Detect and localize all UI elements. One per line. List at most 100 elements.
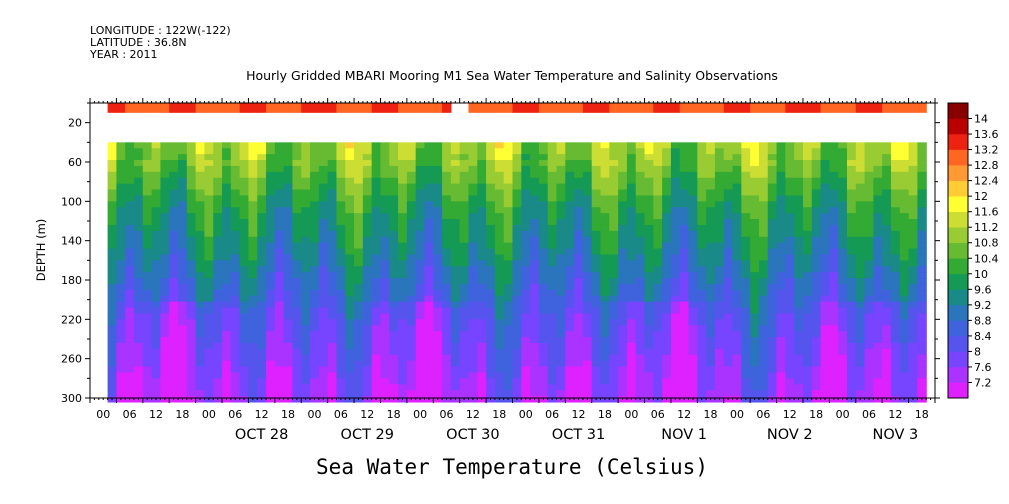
x-tick-label: 18 <box>915 408 929 421</box>
contour-cell <box>574 272 584 279</box>
contour-cell <box>679 378 690 385</box>
contour-cell <box>864 177 874 185</box>
contour-cell <box>565 272 575 279</box>
contour-cell <box>459 207 470 214</box>
contour-cell <box>354 360 364 368</box>
contour-cell <box>802 348 813 356</box>
contour-cell <box>626 354 637 362</box>
contour-cell <box>239 360 250 368</box>
contour-cell <box>741 177 751 185</box>
contour-cell <box>248 354 258 362</box>
contour-cell <box>134 283 144 291</box>
contour-cell <box>213 313 223 320</box>
contour-cell <box>494 195 505 202</box>
contour-cell <box>521 171 531 179</box>
contour-cell <box>336 189 346 197</box>
contour-cell <box>591 378 602 385</box>
contour-cell <box>283 266 294 273</box>
contour-cell <box>204 160 214 167</box>
contour-cell <box>618 189 628 197</box>
contour-cell <box>538 183 549 191</box>
contour-cell <box>899 148 910 155</box>
contour-cell <box>336 219 346 226</box>
contour-cell <box>758 278 769 285</box>
contour-cell <box>459 337 470 344</box>
contour-cell <box>134 372 144 379</box>
contour-cell <box>811 254 822 261</box>
contour-cell <box>802 213 813 220</box>
contour-cell <box>556 160 566 167</box>
contour-cell <box>301 325 311 332</box>
contour-cell <box>899 301 910 309</box>
contour-cell <box>239 390 250 397</box>
contour-cell <box>116 278 126 285</box>
contour-cell <box>222 165 232 173</box>
contour-cell <box>107 348 117 356</box>
contour-cell <box>767 331 778 338</box>
contour-cell <box>609 171 619 179</box>
contour-cell <box>142 189 153 197</box>
contour-cell <box>512 301 522 309</box>
contour-cell <box>142 390 153 397</box>
contour-cell <box>283 295 294 303</box>
contour-cell <box>371 165 382 173</box>
contour-cell <box>556 325 566 332</box>
contour-cell <box>389 283 399 291</box>
contour-cell <box>512 154 522 161</box>
contour-cell <box>838 242 848 250</box>
contour-cell <box>750 160 760 167</box>
contour-cell <box>477 372 487 379</box>
contour-cell <box>758 183 769 191</box>
contour-cell <box>811 289 822 297</box>
contour-cell <box>239 301 250 309</box>
contour-cell <box>477 213 487 220</box>
contour-cell <box>750 313 760 320</box>
contour-cell <box>855 183 866 191</box>
contour-cell <box>380 283 390 291</box>
contour-cell <box>362 331 373 338</box>
contour-cell <box>670 366 681 374</box>
contour-cell <box>178 201 188 208</box>
contour-cell <box>706 283 716 291</box>
contour-cell <box>292 283 302 291</box>
contour-cell <box>574 219 584 226</box>
contour-cell <box>811 260 822 267</box>
contour-cell <box>503 230 514 238</box>
contour-cell <box>433 224 443 232</box>
contour-cell <box>732 313 742 320</box>
contour-cell <box>178 213 188 220</box>
contour-cell <box>512 366 522 374</box>
contour-cell <box>151 272 162 279</box>
contour-cell <box>116 148 126 155</box>
contour-cell <box>530 342 540 350</box>
contour-cell <box>354 295 364 303</box>
contour-cell <box>574 331 584 338</box>
contour-cell <box>239 378 250 385</box>
contour-cell <box>213 177 223 185</box>
contour-cell <box>873 236 883 244</box>
contour-cell <box>785 272 795 279</box>
contour-cell <box>345 337 355 344</box>
contour-cell <box>116 171 126 179</box>
near-surface-cell <box>160 103 170 113</box>
contour-cell <box>503 372 514 379</box>
contour-cell <box>741 213 751 220</box>
contour-cell <box>750 154 760 161</box>
contour-cell <box>125 148 135 155</box>
contour-cell <box>846 360 857 368</box>
contour-cell <box>838 165 848 173</box>
contour-cell <box>283 272 294 279</box>
contour-cell <box>125 319 135 326</box>
contour-cell <box>565 236 575 244</box>
contour-cell <box>442 354 452 362</box>
contour-cell <box>239 177 250 185</box>
contour-cell <box>327 390 338 397</box>
contour-cell <box>626 224 637 232</box>
contour-cell <box>151 219 162 226</box>
contour-cell <box>398 201 408 208</box>
contour-cell <box>908 236 918 244</box>
contour-cell <box>222 348 232 356</box>
contour-cell <box>178 307 188 315</box>
contour-cell <box>239 366 250 374</box>
contour-cell <box>626 337 637 344</box>
